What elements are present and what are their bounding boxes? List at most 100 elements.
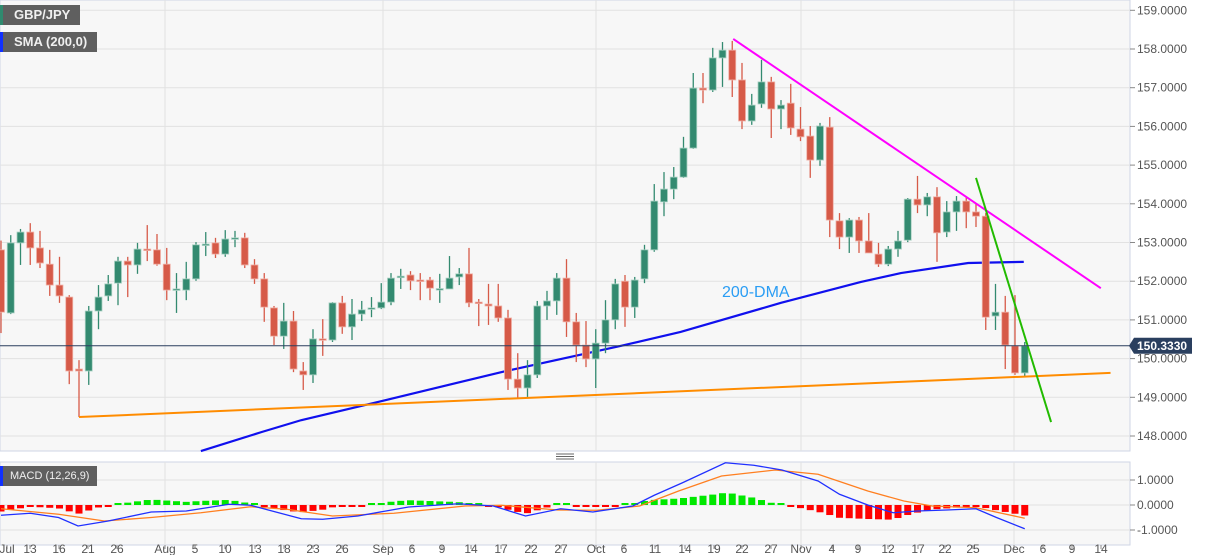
- candle: [669, 167, 678, 200]
- macd-histogram-bar: [124, 502, 132, 505]
- candle: [377, 283, 386, 310]
- candle: [416, 273, 425, 301]
- candle-body: [669, 176, 678, 190]
- date-tick-label: 14: [464, 542, 478, 555]
- candle: [387, 273, 395, 306]
- candle-body: [933, 196, 941, 234]
- macd-histogram-bar: [407, 500, 414, 505]
- candle: [933, 187, 941, 262]
- candle-body: [426, 279, 434, 289]
- candle: [474, 299, 483, 327]
- candle: [913, 175, 922, 214]
- candle: [1001, 295, 1010, 370]
- candle: [864, 213, 873, 254]
- macd-histogram-bar: [660, 499, 668, 505]
- date-tick-label: 21: [81, 542, 95, 555]
- date-tick-label: 27: [554, 542, 568, 555]
- macd-histogram-bar: [153, 499, 161, 505]
- candle: [757, 59, 766, 108]
- macd-histogram-bar: [7, 505, 15, 510]
- macd-histogram-bar: [592, 505, 600, 507]
- candle: [601, 300, 610, 354]
- candle: [465, 247, 473, 308]
- date-tick-label: Nov: [790, 542, 811, 555]
- price-tick-label: 149.0000: [1137, 390, 1187, 404]
- macd-histogram-bar: [1021, 505, 1029, 516]
- date-tick-label: 9: [1069, 542, 1076, 555]
- candle-body: [94, 296, 103, 312]
- candle: [981, 213, 990, 330]
- candle: [738, 62, 746, 130]
- candle-body: [825, 126, 834, 221]
- candle-body: [1001, 311, 1010, 346]
- candle: [309, 329, 317, 383]
- candle-body: [786, 102, 795, 129]
- candle: [650, 184, 659, 252]
- macd-histogram-bar: [65, 505, 73, 512]
- macd-histogram-bar: [231, 500, 239, 505]
- macd-histogram-bar: [387, 501, 395, 505]
- macd-histogram-bar: [504, 505, 512, 510]
- candle: [630, 276, 639, 318]
- candle: [884, 245, 893, 267]
- price-plot-area: [0, 0, 1131, 452]
- date-tick-label: 18: [277, 542, 291, 555]
- candle-body: [16, 231, 25, 244]
- candle: [543, 290, 551, 320]
- candle-body: [260, 278, 269, 308]
- macd-histogram-bar: [797, 505, 804, 509]
- macd-histogram-bar: [826, 505, 834, 516]
- candle: [172, 273, 181, 313]
- candle-body: [6, 242, 15, 314]
- macd-histogram-bar: [260, 505, 268, 507]
- candle-body: [864, 240, 873, 254]
- candle: [211, 237, 220, 258]
- candle: [455, 268, 464, 286]
- candle-body: [221, 238, 230, 255]
- candle: [201, 232, 210, 257]
- candle: [26, 223, 35, 265]
- candle: [786, 83, 795, 135]
- macd-histogram-bar: [543, 505, 551, 508]
- candle: [699, 72, 707, 104]
- candle-body: [640, 249, 649, 280]
- candle-body: [591, 342, 600, 360]
- candle-body: [621, 280, 629, 308]
- candle: [406, 271, 415, 291]
- candle-body: [0, 249, 5, 313]
- price-tick-label: 150.0000: [1137, 352, 1187, 366]
- candle: [55, 256, 64, 303]
- candle-body: [328, 302, 337, 341]
- macd-histogram-bar: [212, 500, 219, 505]
- panel-resize-handle[interactable]: [556, 453, 574, 460]
- sma-indicator-label[interactable]: SMA (200,0): [0, 32, 98, 52]
- candle-body: [543, 300, 551, 307]
- candle: [728, 40, 737, 97]
- candle: [260, 273, 269, 322]
- date-tick-label: Jul: [0, 542, 15, 555]
- date-tick-label: 9: [439, 542, 446, 555]
- macd-histogram-bar: [680, 498, 687, 505]
- candle: [182, 261, 191, 301]
- macd-histogram-bar: [787, 505, 795, 507]
- candle: [396, 268, 405, 289]
- date-tick-label: 9: [855, 542, 862, 555]
- date-tick-label: 10: [218, 542, 232, 555]
- macd-histogram-bar: [884, 505, 892, 520]
- candle: [572, 312, 581, 363]
- candle: [133, 242, 142, 274]
- candle-body: [601, 319, 610, 344]
- macd-histogram-bar: [621, 503, 629, 505]
- candle-body: [445, 277, 454, 290]
- macd-histogram-bar: [777, 503, 785, 505]
- macd-histogram-bar: [202, 500, 210, 505]
- candle-body: [903, 198, 912, 241]
- candle: [767, 76, 776, 139]
- macd-histogram-bar: [806, 505, 814, 511]
- candle-body: [435, 288, 444, 291]
- macd-indicator-label[interactable]: MACD (12,26,9): [0, 466, 98, 486]
- candle-body: [796, 128, 805, 138]
- candle-body: [143, 248, 152, 251]
- macd-tick-label: 0.0000: [1137, 498, 1174, 512]
- candle: [582, 321, 590, 368]
